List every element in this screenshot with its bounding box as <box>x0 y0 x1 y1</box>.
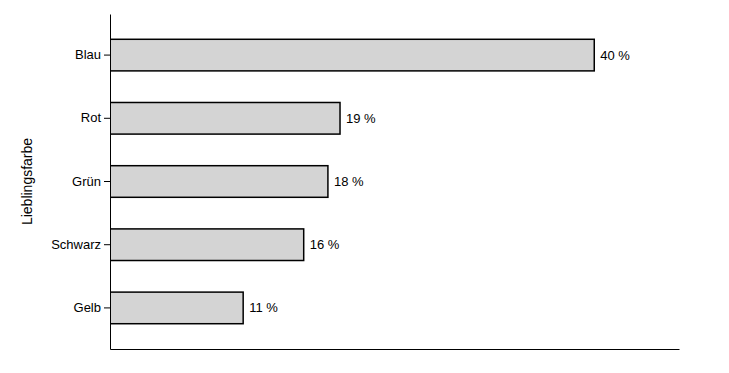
y-tick-mark <box>104 307 110 308</box>
data-label: 19 % <box>346 111 376 126</box>
data-label: 18 % <box>334 174 364 189</box>
y-tick-mark <box>104 244 110 245</box>
y-axis: Blau Rot Grün Schwarz Gelb <box>51 15 110 350</box>
chart-container: Blau Rot Grün Schwarz Gelb Lieblingsfarbe 40 %… <box>0 0 729 373</box>
bar <box>110 292 243 324</box>
y-tick: Blau <box>75 47 110 62</box>
x-axis-line <box>111 349 680 350</box>
bar <box>110 102 340 134</box>
bar <box>110 229 304 261</box>
x-axis <box>111 349 680 350</box>
plot: Blau Rot Grün Schwarz Gelb Lieblingsfarbe 40 %… <box>19 15 680 350</box>
y-tick: Gelb <box>74 300 110 315</box>
bar <box>110 39 594 71</box>
y-tick-label: Schwarz <box>51 237 101 252</box>
y-tick: Grün <box>72 174 110 189</box>
y-tick-label: Blau <box>75 47 101 62</box>
y-tick-label: Grün <box>72 174 101 189</box>
y-tick-mark <box>104 181 110 182</box>
y-tick-mark <box>104 118 110 119</box>
y-tick: Schwarz <box>51 237 110 252</box>
bar <box>110 166 328 198</box>
y-tick-label: Rot <box>81 110 102 125</box>
data-labels: 40 % 19 % 18 % 16 % 11 % <box>249 48 630 316</box>
y-axis-title: Lieblingsfarbe <box>19 138 35 225</box>
y-tick-mark <box>104 55 110 56</box>
data-label: 40 % <box>600 48 630 63</box>
y-axis-line <box>110 15 111 350</box>
data-label: 16 % <box>310 237 340 252</box>
bars <box>110 39 594 323</box>
y-tick: Rot <box>81 110 110 125</box>
data-label: 11 % <box>249 300 278 315</box>
chart-svg: Blau Rot Grün Schwarz Gelb Lieblingsfarbe 40 %… <box>0 0 729 373</box>
y-tick-label: Gelb <box>74 300 101 315</box>
